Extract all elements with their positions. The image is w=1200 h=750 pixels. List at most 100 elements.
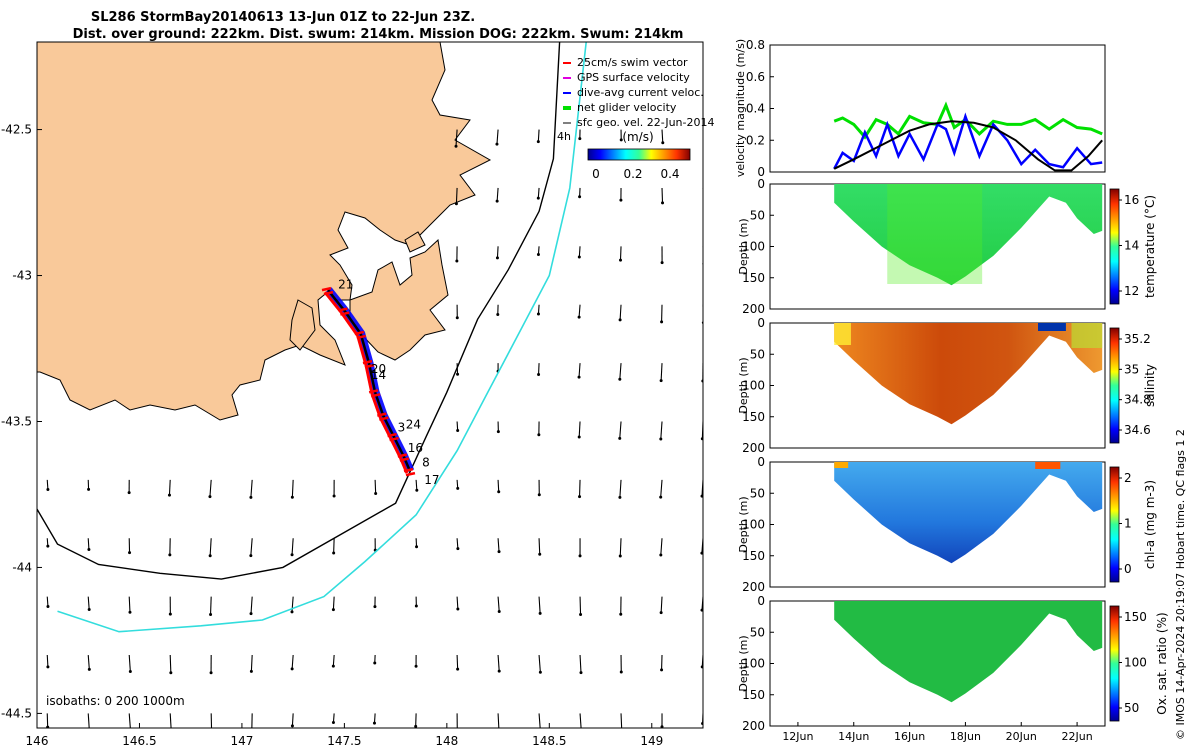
geo-arrow-head (249, 612, 253, 616)
geo-arrow (579, 654, 582, 673)
geo-arrow-head (168, 553, 172, 557)
geo-arrow (538, 654, 541, 673)
geo-arrow (496, 187, 499, 202)
geo-arrow-head (209, 671, 213, 675)
section-fill (834, 184, 1103, 286)
date-tick: 16Jun (894, 730, 925, 743)
geo-arrow (619, 538, 622, 557)
geo-arrow-head (578, 495, 582, 499)
map-legend: 25cm/s swim vector GPS surface velocity … (557, 56, 714, 181)
geo-arrow-head (536, 140, 540, 144)
swim-track (364, 364, 374, 395)
geo-arrow-head (456, 547, 460, 551)
geo-arrow-head (497, 490, 501, 494)
geo-arrow-head (167, 493, 171, 497)
date-tick: 14Jun (838, 730, 869, 743)
geo-arrow (578, 479, 581, 497)
bruny-island-land (289, 299, 316, 351)
series-net-glider-velocity (833, 101, 1103, 140)
depth-tick: 50 (750, 625, 765, 639)
geo-arrow-head (455, 259, 459, 263)
geo-arrow-head (128, 551, 132, 555)
geo-arrow-head (538, 611, 542, 615)
colorbar-tick: 0.2 (623, 167, 642, 181)
geo-arrow-head (332, 551, 336, 555)
colorbar-tick: 0.4 (660, 167, 679, 181)
section-colorbar (1109, 605, 1120, 722)
geo-arrow-head (456, 429, 460, 433)
geo-arrow (538, 538, 541, 555)
legend-swim-vector: 25cm/s swim vector (577, 56, 688, 69)
depth-tick: 150 (742, 271, 765, 285)
geo-arrow-head (659, 379, 663, 383)
geo-arrow-head (537, 433, 541, 437)
geo-arrow (660, 421, 663, 440)
geo-arrow-head (456, 486, 460, 490)
geo-arrow-head (577, 435, 581, 439)
geo-arrow-head (618, 436, 622, 440)
date-tick: 22Jun (1061, 730, 1092, 743)
geo-arrow (497, 538, 500, 552)
geo-arrow-head (170, 730, 173, 733)
map-xtick: 147 (230, 734, 253, 748)
geo-arrow-head (414, 724, 418, 728)
depth-tick: 200 (742, 580, 765, 594)
swim-track (378, 416, 392, 439)
colorbar-tick: 34.6 (1124, 423, 1151, 437)
geo-arrow (496, 129, 499, 145)
map-axis-ticks: 146 146.5 147 147.5 148 148.5 149-42.5-43-43.5… (1, 123, 663, 748)
velocity-ylabel: velocity magnitude (m/s) (734, 39, 747, 177)
geo-arrow (168, 479, 171, 496)
colorbar-tick: 34.8 (1124, 393, 1151, 407)
depth-tick: 200 (742, 719, 765, 733)
section-salinity: 0 50 100 150 200 Depth (m) 34.6 34.8 35 35.2 salin… (737, 316, 1157, 455)
geo-arrow (209, 538, 212, 556)
velocity-ytick: 0.8 (746, 38, 765, 52)
geo-arrow (619, 421, 622, 439)
geo-arrow-head (619, 258, 623, 262)
geo-arrow (455, 187, 458, 204)
depth-tick: 200 (742, 441, 765, 455)
geo-arrow-head (537, 493, 541, 497)
map-xtick: 148.5 (532, 734, 566, 748)
geo-arrow-head (537, 372, 541, 376)
geo-arrow (87, 538, 90, 550)
geo-arrow-head (659, 437, 663, 441)
geo-arrow-head (660, 320, 664, 324)
map-ytick: -43.5 (1, 414, 32, 428)
section-fill (834, 601, 1103, 703)
series-dive-avg-current-veloc- (833, 112, 1103, 170)
geo-arrow-head (128, 610, 132, 614)
geo-arrow (87, 654, 90, 670)
geo-arrow-head (700, 437, 703, 441)
velocity-lines (833, 101, 1103, 172)
geo-arrow-head (536, 196, 540, 200)
geo-arrow (128, 596, 131, 613)
depth-tick: 50 (750, 347, 765, 361)
geo-arrow-head (87, 608, 91, 612)
colorbar-tick: 35.2 (1124, 332, 1151, 346)
colorbar-tick: 16 (1124, 193, 1139, 207)
geo-arrow-head (87, 487, 91, 491)
geo-arrow (619, 304, 622, 320)
geo-arrow-head (495, 142, 499, 146)
map-colorbar (587, 148, 691, 161)
geo-arrow (661, 129, 664, 143)
geo-arrow-head (659, 611, 663, 615)
geo-arrow (374, 479, 377, 494)
geo-arrow (660, 596, 663, 613)
colorbar-label: Ox. sat. ratio (%) (1155, 612, 1169, 714)
geo-arrow-head (578, 137, 582, 141)
swim-track (340, 311, 360, 337)
colorbar-tick: 0 (1124, 562, 1132, 576)
geo-arrow-head (373, 605, 377, 609)
velocity-ytick: 0.2 (746, 133, 765, 147)
geo-arrow (209, 479, 212, 497)
geo-arrow-head (456, 667, 460, 671)
colorbar-label: temperature (°C) (1143, 195, 1157, 298)
colorbar-tick: 14 (1124, 239, 1139, 253)
geo-arrow-head (290, 495, 294, 499)
geo-arrow (46, 654, 49, 667)
